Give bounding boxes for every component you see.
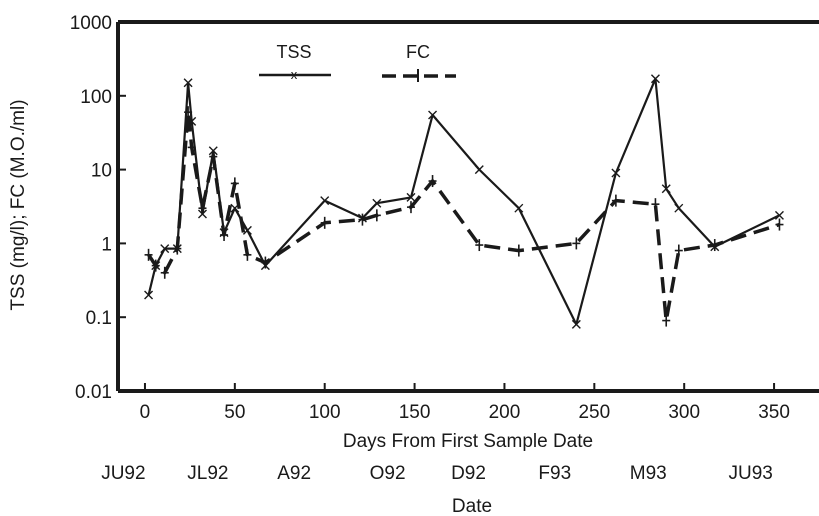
- point-fc: [514, 244, 523, 257]
- point-tss: [160, 244, 170, 254]
- point-fc: [320, 216, 329, 229]
- legend-label-fc: FC: [406, 42, 430, 62]
- point-tss: [242, 225, 252, 235]
- x-tick-label: 350: [758, 402, 790, 423]
- y-axis-ticks: 0.01 0.1 1 10 100 1000: [70, 13, 126, 403]
- legend: TSS x FC: [259, 42, 456, 82]
- point-fc: [406, 201, 415, 214]
- y-tick-label: 1: [101, 234, 112, 255]
- point-fc: [611, 194, 620, 207]
- point-fc: [151, 259, 160, 272]
- series-line-fc: [147, 110, 781, 323]
- x-tick-label: 0: [140, 402, 151, 423]
- point-fc: [243, 248, 252, 261]
- point-tss: [372, 198, 382, 208]
- point-tss: [406, 192, 416, 202]
- point-fc: [710, 239, 719, 252]
- legend-marker-tss: x: [291, 67, 298, 82]
- x-axis-ticks: 0 50 100 150 200 250 300 350: [140, 383, 790, 423]
- point-fc: [144, 248, 153, 261]
- point-tss: [514, 203, 524, 213]
- point-fc: [230, 177, 239, 190]
- x-tick-label: 50: [224, 402, 245, 423]
- point-tss: [183, 78, 193, 88]
- date-tick-label: JU92: [101, 463, 145, 484]
- x-tick-label: 250: [578, 402, 610, 423]
- y-tick-label: 0.1: [86, 308, 112, 329]
- x-tick-label: 100: [309, 402, 341, 423]
- x-tick-label: 200: [489, 402, 521, 423]
- date-tick-label: M93: [630, 463, 667, 484]
- point-fc: [475, 239, 484, 252]
- series-line-tss: [147, 77, 780, 326]
- x-axis-title: Days From First Sample Date: [343, 431, 593, 452]
- y-axis-title: TSS (mg/l); FC (M.O./ml): [8, 99, 29, 310]
- point-tss: [428, 110, 438, 120]
- point-tss: [320, 196, 330, 206]
- point-tss: [611, 168, 621, 178]
- point-fc: [160, 266, 169, 279]
- y-tick-label: 0.01: [75, 382, 112, 403]
- point-fc: [775, 218, 784, 231]
- point-fc: [674, 244, 683, 257]
- point-fc: [572, 237, 581, 250]
- point-tss: [774, 210, 784, 220]
- point-fc: [428, 175, 437, 188]
- point-tss: [661, 184, 671, 194]
- date-tick-label: O92: [370, 463, 406, 484]
- x-tick-label: 300: [668, 402, 700, 423]
- date-tick-label: JU93: [729, 463, 773, 484]
- point-tss: [571, 319, 581, 329]
- point-tss: [674, 203, 684, 213]
- y-tick-label: 1000: [70, 13, 112, 34]
- series-layer: [144, 74, 784, 329]
- point-tss: [474, 165, 484, 175]
- point-fc: [209, 150, 218, 163]
- point-fc: [372, 209, 381, 222]
- y-tick-label: 10: [91, 161, 112, 182]
- date-axis-ticks: JU92 JL92 A92 O92 D92 F93 M93 JU93: [101, 463, 773, 484]
- date-axis-title: Date: [452, 496, 492, 516]
- point-fc: [651, 198, 660, 211]
- point-fc: [358, 213, 367, 226]
- plot-frame: [116, 20, 819, 393]
- point-fc: [220, 228, 229, 241]
- point-fc: [184, 106, 193, 119]
- date-tick-label: JL92: [187, 463, 228, 484]
- point-tss: [144, 290, 154, 300]
- point-fc: [261, 256, 270, 269]
- date-tick-label: F93: [538, 463, 571, 484]
- date-tick-label: D92: [451, 463, 486, 484]
- point-fc: [662, 314, 671, 327]
- y-tick-label: 100: [80, 87, 112, 108]
- point-fc: [173, 242, 182, 255]
- legend-label-tss: TSS: [276, 42, 311, 62]
- point-fc: [198, 202, 207, 215]
- point-tss: [650, 74, 660, 84]
- x-tick-label: 150: [399, 402, 431, 423]
- date-tick-label: A92: [277, 463, 311, 484]
- point-fc: [187, 141, 196, 154]
